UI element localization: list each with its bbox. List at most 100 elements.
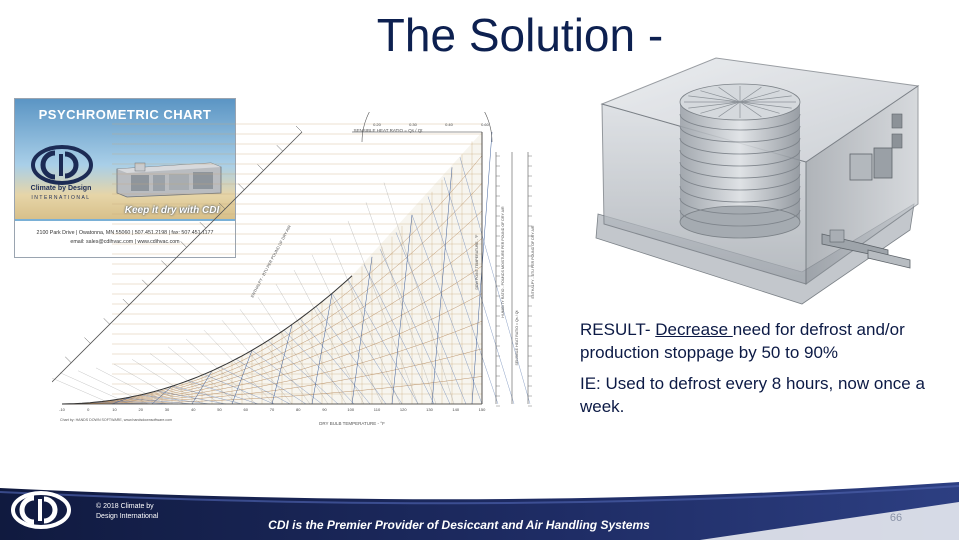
x-tick-label: 120 (400, 407, 407, 412)
volume-line (111, 396, 133, 405)
fan-blade (718, 86, 741, 103)
shr-tick-label: 0.40 (445, 122, 454, 127)
coil-band (679, 185, 801, 203)
chart-left-axis-label: ENTHALPY - BTU PER POUND OF DRY AIR (249, 224, 292, 298)
enthalpy-line (149, 353, 221, 405)
volume-line (231, 350, 253, 405)
wet-bulb-line (347, 279, 419, 405)
coil-band (679, 113, 801, 131)
result-prefix: RESULT- (580, 320, 656, 339)
x-tick-labels: -10 0 10 20 30 40 50 60 70 80 90 100 110 120 130 140 150 (59, 407, 486, 412)
enthalpy-tick (199, 221, 207, 229)
enthalpy-tick (141, 279, 149, 287)
x-tick-label: 100 (347, 407, 354, 412)
fan-blade (700, 90, 741, 103)
enthalpy-line (113, 363, 185, 405)
enthalpy-tick (295, 125, 303, 133)
enthalpy-tick (257, 164, 264, 171)
enthalpy-line (311, 254, 383, 405)
x-tick-label: -10 (59, 407, 66, 412)
wet-bulb-line (443, 177, 515, 405)
copyright: © 2018 Climate by Design International (96, 502, 206, 522)
rh-curve (62, 293, 483, 405)
air-handling-unit-image (116, 162, 222, 198)
shr-tick-label: 0.20 (373, 122, 382, 127)
fan-blade (739, 95, 792, 103)
volume-line (431, 167, 453, 405)
volume-line (391, 214, 413, 405)
wet-bulb-line (283, 329, 355, 405)
shr-tick-labels: 0.20 0.30 0.40 0.60 (373, 122, 490, 127)
fan-blade (700, 101, 741, 114)
x-tick-label: 50 (217, 407, 222, 412)
result-text: RESULT- Decrease need for defrost and/or… (580, 318, 940, 426)
enthalpy-line (365, 202, 437, 405)
enthalpy-line (275, 284, 347, 405)
enthalpy-line (52, 377, 113, 405)
result-suffix: need for defrost and/or production stopp… (580, 320, 905, 362)
fan-blade (688, 95, 741, 103)
enthalpy-scale (52, 131, 303, 383)
enthalpy-line (131, 359, 203, 405)
enthalpy-tick (218, 202, 226, 210)
wet-bulb-line (155, 390, 227, 405)
fan-blade (739, 101, 762, 118)
card-brand-sub: INTERNATIONAL (31, 195, 91, 201)
x-tick-label: 20 (139, 407, 144, 412)
coil-band (679, 161, 801, 179)
fan-blade (688, 101, 741, 109)
psychrometric-card: PSYCHROMETRIC CHART Climate by Design IN… (14, 98, 236, 258)
enthalpy-line (185, 338, 257, 405)
x-tick-label: 40 (191, 407, 196, 412)
x-tick-label: 80 (296, 407, 301, 412)
enthalpy-tick (122, 298, 130, 306)
example-paragraph: IE: Used to defrost every 8 hours, now o… (580, 374, 925, 416)
fan-blade (739, 101, 780, 114)
chart-region (62, 132, 482, 404)
shr-tick-label: 0.60 (481, 122, 490, 127)
enthalpy-tick (65, 356, 72, 363)
coil-bands (679, 113, 801, 227)
enthalpy-tick (180, 241, 187, 248)
wet-bulb-line (363, 264, 435, 405)
wet-bulb-line (427, 196, 499, 405)
enthalpy-line (239, 309, 311, 405)
enthalpy-line (95, 367, 167, 405)
cdi-logo-icon (31, 145, 93, 185)
shr-tick-label: 0.30 (409, 122, 418, 127)
x-tick-label: 0 (87, 407, 90, 412)
rh-curve (61, 183, 483, 405)
chart-top-label: SENSIBLE HEAT RATIO = Qs / Qt (354, 128, 424, 133)
wet-bulb-line (331, 293, 403, 405)
card-address: 2100 Park Drive | Owatonna, MN 55060 | 5… (15, 221, 235, 257)
wet-bulb-line (379, 248, 451, 405)
chart-right-label-humidity: HUMIDITY RATIO - POUNDS MOISTURE PER POU… (501, 206, 505, 318)
x-tick-label: 60 (244, 407, 249, 412)
coil-band (679, 197, 801, 215)
enthalpy-line (257, 297, 329, 405)
volume-line (311, 293, 333, 405)
footer-banner (0, 462, 959, 540)
chart-credit: Chart by: HANDS DOWN SOFTWARE, www.hands… (60, 418, 172, 422)
enthalpy-line (221, 320, 293, 405)
fan-blade (718, 101, 741, 118)
wet-bulb-line (459, 157, 531, 405)
volume-line (271, 324, 293, 405)
footer-tagline: CDI is the Premier Provider of Desiccant… (268, 518, 650, 532)
volume-line (351, 256, 373, 405)
fan-icon (684, 86, 796, 118)
x-tick-label: 150 (479, 407, 486, 412)
fan-blade (739, 86, 762, 103)
chart-right-label-enthalpy: ENTHALPY - BTU PER POUND OF DRY AIR (531, 225, 535, 298)
footer-cdi-logo-icon (11, 491, 71, 529)
card-background (15, 99, 235, 219)
slide-title: The Solution - (376, 9, 664, 61)
volume-line (191, 370, 213, 405)
wet-bulb-line (187, 380, 259, 405)
enthalpy-line (167, 346, 239, 405)
enthalpy-line (329, 238, 401, 405)
wet-bulb-line (235, 358, 307, 405)
wet-bulb-line (411, 214, 483, 405)
enthalpy-line (383, 182, 455, 405)
